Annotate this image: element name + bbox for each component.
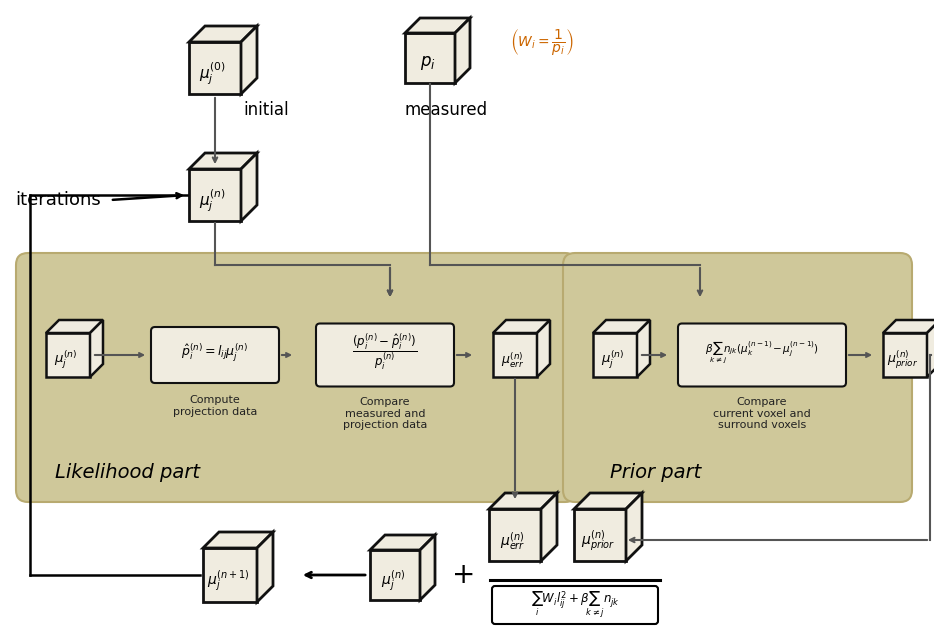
Polygon shape (405, 18, 470, 33)
Polygon shape (574, 493, 642, 509)
Polygon shape (420, 535, 435, 600)
Polygon shape (883, 320, 934, 333)
Polygon shape (189, 169, 241, 221)
Text: $\mu_j^{(n)}$: $\mu_j^{(n)}$ (381, 568, 405, 593)
Polygon shape (241, 153, 257, 221)
Text: $\mu_{prior}^{(n)}$: $\mu_{prior}^{(n)}$ (887, 349, 918, 371)
Text: $\hat{p}_i^{(n)}=l_{ij}\mu_j^{(n)}$: $\hat{p}_i^{(n)}=l_{ij}\mu_j^{(n)}$ (181, 342, 248, 364)
Polygon shape (189, 42, 241, 94)
Text: $\mu_j^{(n)}$: $\mu_j^{(n)}$ (54, 349, 78, 371)
Text: Compare
current voxel and
surround voxels: Compare current voxel and surround voxel… (714, 397, 811, 430)
Text: $\beta\!\sum_{k\neq j}\!n_{jk}(\mu_k^{(n-1)}\!-\mu_j^{(n-1)})$: $\beta\!\sum_{k\neq j}\!n_{jk}(\mu_k^{(n… (705, 340, 819, 366)
Polygon shape (455, 18, 470, 83)
Text: $\sum_i W_i l_{ij}^2 + \beta\!\sum_{k\neq j} n_{jk}$: $\sum_i W_i l_{ij}^2 + \beta\!\sum_{k\ne… (531, 590, 619, 620)
Text: iterations: iterations (15, 191, 101, 209)
Text: Likelihood part: Likelihood part (55, 463, 200, 482)
Polygon shape (46, 333, 90, 377)
Polygon shape (189, 153, 257, 169)
Polygon shape (883, 333, 927, 377)
Polygon shape (203, 548, 257, 602)
Polygon shape (189, 26, 257, 42)
Polygon shape (541, 493, 557, 561)
Text: Compute
projection data: Compute projection data (173, 395, 257, 417)
Polygon shape (489, 493, 557, 509)
FancyBboxPatch shape (678, 323, 846, 387)
Polygon shape (637, 320, 650, 377)
FancyBboxPatch shape (492, 586, 658, 624)
Polygon shape (493, 320, 550, 333)
FancyBboxPatch shape (151, 327, 279, 383)
Text: $p_i$: $p_i$ (420, 54, 436, 72)
Text: Compare
measured and
projection data: Compare measured and projection data (343, 397, 427, 430)
Polygon shape (593, 333, 637, 377)
Polygon shape (370, 535, 435, 550)
Text: $\mu_j^{(n+1)}$: $\mu_j^{(n+1)}$ (206, 568, 249, 593)
Text: $\left(W_i = \dfrac{1}{p_i}\right)$: $\left(W_i = \dfrac{1}{p_i}\right)$ (510, 27, 573, 57)
Polygon shape (537, 320, 550, 377)
Text: $\mu_{prior}^{(n)}$: $\mu_{prior}^{(n)}$ (581, 528, 616, 554)
Polygon shape (626, 493, 642, 561)
Polygon shape (90, 320, 103, 377)
Polygon shape (46, 320, 103, 333)
Polygon shape (593, 320, 650, 333)
Polygon shape (489, 509, 541, 561)
Polygon shape (405, 33, 455, 83)
Text: $\mu_j^{(0)}$: $\mu_j^{(0)}$ (199, 61, 225, 87)
Text: $\dfrac{(p_i^{(n)}-\hat{p}_i^{(n)})}{p_i^{(n)}}$: $\dfrac{(p_i^{(n)}-\hat{p}_i^{(n)})}{p_i… (352, 332, 417, 372)
Text: measured: measured (405, 101, 488, 119)
Text: $\mu_{err}^{(n)}$: $\mu_{err}^{(n)}$ (501, 530, 526, 552)
Polygon shape (370, 550, 420, 600)
Text: $\mu_{err}^{(n)}$: $\mu_{err}^{(n)}$ (502, 350, 525, 369)
Polygon shape (241, 26, 257, 94)
Text: initial: initial (243, 101, 289, 119)
Polygon shape (257, 532, 273, 602)
Text: Prior part: Prior part (610, 463, 701, 482)
Text: $+$: $+$ (451, 561, 474, 589)
Text: $\mu_j^{(n)}$: $\mu_j^{(n)}$ (199, 188, 225, 214)
Polygon shape (203, 532, 273, 548)
Polygon shape (493, 333, 537, 377)
FancyBboxPatch shape (563, 253, 912, 502)
Text: $\mu_j^{(n)}$: $\mu_j^{(n)}$ (601, 349, 625, 371)
Polygon shape (574, 509, 626, 561)
FancyBboxPatch shape (316, 323, 454, 387)
Polygon shape (927, 320, 934, 377)
FancyBboxPatch shape (16, 253, 577, 502)
